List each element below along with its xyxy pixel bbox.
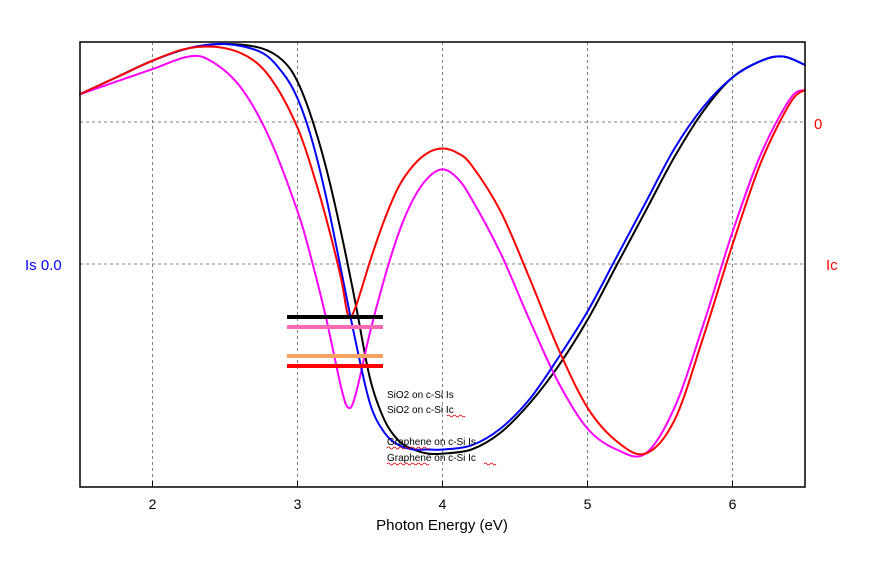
legend-label-graphene-is: Graphene on c-Si Is <box>387 437 476 448</box>
left-axis-label: Is 0.0 <box>25 257 62 274</box>
series-layer <box>79 42 806 458</box>
spellcheck-underline <box>386 446 430 450</box>
spellcheck-underline <box>446 414 466 418</box>
legend-label-graphene-ic: Graphene on c-Si Ic <box>387 453 476 464</box>
x-axis-title: Photon Energy (eV) <box>376 517 508 534</box>
x-ticks: 2 3 4 5 6 <box>149 481 737 512</box>
x-tick-label-2: 2 <box>149 496 157 512</box>
x-tick-label-6: 6 <box>729 496 737 512</box>
right-axis-tick-label: 0 <box>814 116 822 133</box>
x-tick-label-3: 3 <box>294 496 302 512</box>
grid-lines <box>80 42 805 487</box>
legend-label-sio2-ic: SiO2 on c-Si Ic <box>387 405 454 416</box>
spellcheck-underline <box>386 462 430 466</box>
x-tick-label-4: 4 <box>439 496 447 512</box>
series-line-sio2-on-c-si-ic <box>79 54 806 458</box>
legend-label-sio2-is: SiO2 on c-Si Is <box>387 390 454 401</box>
series-line-graphene-on-c-si-is <box>79 42 806 451</box>
right-axis-label: Ic <box>826 257 838 274</box>
series-line-graphene-on-c-si-ic <box>79 45 806 456</box>
spellcheck-underline <box>483 462 497 466</box>
x-tick-label-5: 5 <box>584 496 592 512</box>
legend: SiO2 on c-Si Is SiO2 on c-Si Ic Graphene… <box>287 315 497 466</box>
